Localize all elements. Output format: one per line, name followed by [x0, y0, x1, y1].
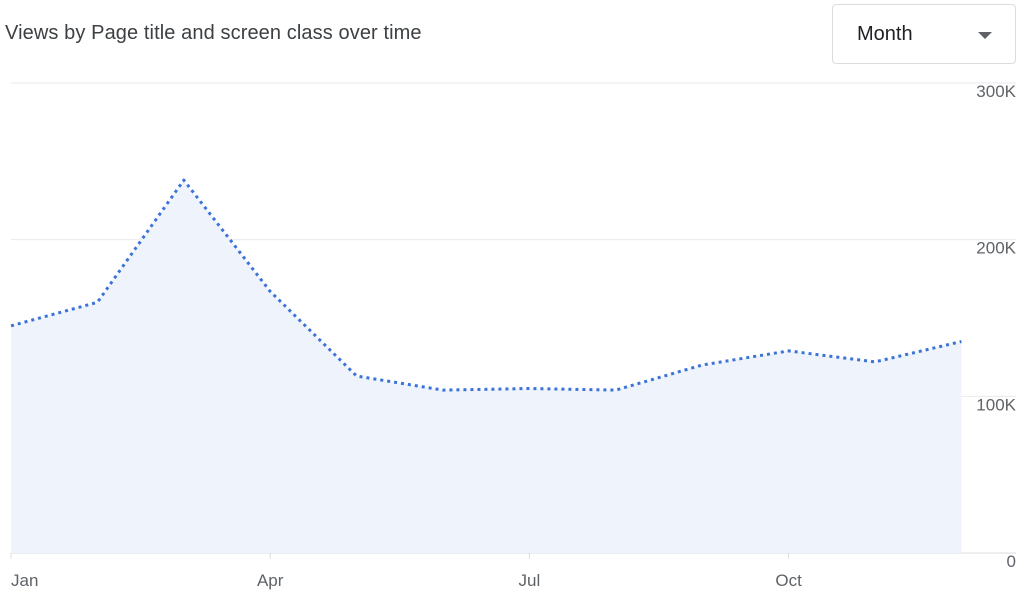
- y-tick-label: 0: [1007, 552, 1016, 571]
- series-line-path: [10, 178, 962, 392]
- data-point-nov[interactable]: [869, 356, 881, 368]
- y-axis: 0 100K 200K 300K: [976, 82, 1016, 571]
- data-point-jan[interactable]: [5, 320, 17, 332]
- area-fill: [11, 180, 962, 553]
- data-point-jul[interactable]: [523, 383, 535, 395]
- data-point-oct[interactable]: [783, 345, 795, 357]
- x-tick-label: Jul: [519, 571, 541, 590]
- caret-down-icon: [978, 32, 992, 39]
- series-area: [11, 180, 962, 553]
- y-tick-label: 300K: [976, 82, 1016, 101]
- x-tick-label: Oct: [775, 571, 802, 590]
- data-point-mar[interactable]: [178, 174, 190, 186]
- y-tick-label: 200K: [976, 239, 1016, 258]
- data-point-jun[interactable]: [437, 384, 449, 396]
- series-line: [5, 174, 967, 396]
- data-point-apr[interactable]: [264, 285, 276, 297]
- chart-title: Views by Page title and screen class ove…: [5, 22, 422, 44]
- x-tick-label: Jan: [11, 571, 38, 590]
- period-select-value: Month: [857, 23, 913, 45]
- data-point-may[interactable]: [351, 370, 363, 382]
- x-tick-label: Apr: [257, 571, 284, 590]
- data-point-feb[interactable]: [91, 296, 103, 308]
- data-point-aug[interactable]: [610, 384, 622, 396]
- y-tick-label: 100K: [976, 395, 1016, 414]
- x-axis: Jan Apr Jul Oct: [10, 553, 802, 590]
- period-select[interactable]: Month: [832, 4, 1016, 64]
- data-point-sep[interactable]: [696, 359, 708, 371]
- data-point-dec[interactable]: [955, 336, 967, 348]
